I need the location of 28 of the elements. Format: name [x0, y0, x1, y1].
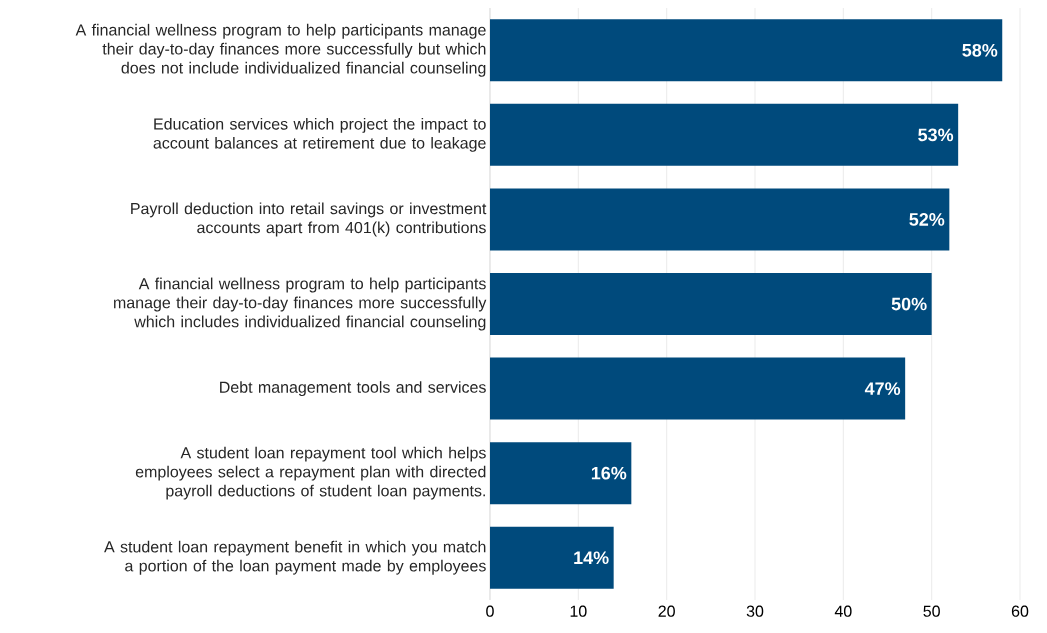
- data-label: 58%: [962, 43, 998, 57]
- data-label: 47%: [864, 382, 901, 395]
- bar: [490, 19, 1003, 82]
- y-tick-label: Debt management tools and services: [220, 381, 486, 397]
- bar: [490, 188, 950, 251]
- x-tick-label: 10: [570, 605, 587, 617]
- x-tick-label: 30: [746, 605, 764, 617]
- bar: [490, 103, 959, 166]
- y-tick-label: A student loan repayment benefit in which you match a portion of the loan payment made by employees: [104, 540, 486, 575]
- x-tick-label: 40: [834, 605, 852, 617]
- bar: [490, 357, 906, 420]
- x-tick-label: 0: [486, 605, 494, 617]
- x-tick-label: 50: [923, 605, 940, 617]
- bar: [490, 273, 932, 336]
- data-label: 52%: [909, 213, 945, 226]
- y-tick-label: A student loan repayment tool which helps employees select a repayment plan with directed payroll deductions of student loan payments.: [135, 446, 486, 500]
- y-tick-label: Education services which project the impact to account balances at retirement due to leakage: [153, 117, 486, 152]
- y-tick-label: A financial wellness program to help participants manage their day-to-day finances more successfully which includes individualized financial counseling: [114, 277, 487, 331]
- bar: [490, 526, 614, 589]
- data-label: 50%: [891, 297, 927, 311]
- data-label: 53%: [918, 128, 954, 142]
- bar: [490, 442, 632, 505]
- data-label: 16%: [591, 466, 627, 480]
- data-label: 14%: [574, 551, 609, 565]
- y-tick-label: Payroll deduction into retail savings or investment accounts apart from 401(k) contributions: [131, 202, 487, 237]
- x-tick-label: 20: [658, 605, 675, 617]
- x-tick-label: 60: [1011, 605, 1029, 617]
- y-tick-label: A financial wellness program to help participants manage their day-to-day finances more successfully but which does not include individualized financial counseling: [75, 23, 486, 77]
